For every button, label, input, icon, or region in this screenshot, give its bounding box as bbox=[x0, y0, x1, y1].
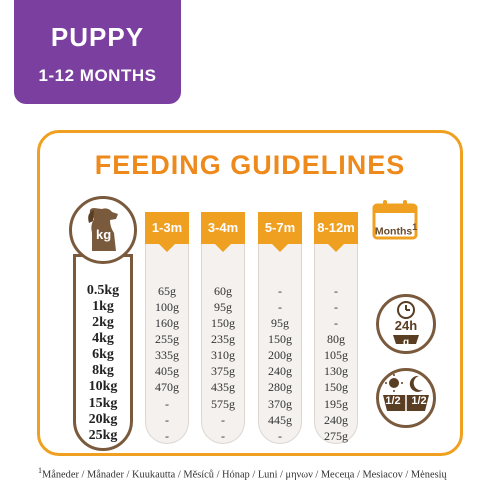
feeding-amount: - bbox=[334, 316, 338, 330]
column-notch bbox=[213, 242, 233, 252]
feeding-amount: - bbox=[221, 429, 225, 443]
weight-value: 1kg bbox=[92, 299, 114, 314]
column-body bbox=[314, 244, 358, 444]
column-body bbox=[145, 244, 189, 444]
column-notch bbox=[157, 242, 177, 252]
column-body bbox=[258, 244, 302, 444]
calendar-icon bbox=[372, 200, 418, 240]
column-header bbox=[258, 212, 302, 244]
badge-subtitle: 1-12 MONTHS bbox=[38, 66, 157, 85]
feeding-amount: 275g bbox=[324, 429, 348, 443]
feeding-amount: 195g bbox=[324, 397, 348, 411]
column-header bbox=[314, 212, 358, 244]
feeding-amount: 235g bbox=[211, 332, 235, 346]
feeding-amount: 100g bbox=[155, 300, 179, 314]
column-body bbox=[201, 244, 245, 444]
feeding-amount: 470g bbox=[155, 380, 179, 394]
feeding-amount: 370g bbox=[268, 397, 292, 411]
feeding-amount: - bbox=[221, 413, 225, 427]
daily-unit: g bbox=[402, 337, 410, 348]
daily-circle bbox=[376, 294, 436, 354]
daily-hours: 24h bbox=[394, 318, 418, 333]
puppy-badge: PUPPY 1-12 MONTHS bbox=[14, 0, 181, 104]
column-notch bbox=[270, 242, 290, 252]
feeding-amount: 95g bbox=[271, 316, 289, 330]
footer-text: Måneder / Månader / Kuukautta / Měsíců /… bbox=[42, 469, 447, 481]
feeding-amount: - bbox=[334, 284, 338, 298]
months-label: Months1 bbox=[374, 222, 418, 238]
feeding-amount: - bbox=[278, 429, 282, 443]
weight-value: 20kg bbox=[88, 412, 118, 427]
feeding-amount: - bbox=[165, 413, 169, 427]
feeding-amount: 80g bbox=[327, 332, 345, 346]
badge-title: PUPPY bbox=[50, 22, 145, 52]
split-circle bbox=[376, 368, 436, 428]
weight-value: 10kg bbox=[88, 379, 118, 394]
column-header bbox=[145, 212, 189, 244]
months-footnote-mark: 1 bbox=[412, 222, 418, 232]
dog-icon bbox=[88, 208, 118, 251]
feeding-amount: 150g bbox=[324, 380, 348, 394]
weight-value: 4kg bbox=[92, 331, 114, 346]
feeding-amount: - bbox=[334, 300, 338, 314]
dog-icon-circle: kg bbox=[69, 196, 137, 264]
feeding-amount: 105g bbox=[324, 348, 348, 362]
feeding-amount: 435g bbox=[211, 380, 235, 394]
feeding-amount: - bbox=[165, 429, 169, 443]
feeding-amount: 65g bbox=[158, 284, 176, 298]
column-label: 3-4m bbox=[207, 220, 239, 235]
feeding-amount: 280g bbox=[268, 380, 292, 394]
guidelines-frame bbox=[37, 130, 463, 456]
feeding-amount: - bbox=[278, 300, 282, 314]
feeding-amount: 240g bbox=[268, 364, 292, 378]
feeding-amount: 310g bbox=[211, 348, 235, 362]
dog-kg-label: kg bbox=[96, 227, 112, 242]
feeding-amount: 60g bbox=[214, 284, 232, 298]
weight-value: 6kg bbox=[92, 347, 114, 362]
weight-value: 2kg bbox=[92, 315, 114, 330]
weight-value: 15kg bbox=[88, 396, 118, 411]
sun-moon-icon bbox=[383, 374, 429, 413]
split-right: 1/2 bbox=[411, 395, 427, 407]
months-text: Months bbox=[374, 225, 413, 238]
feeding-amount: 160g bbox=[155, 316, 179, 330]
footer-mark: 1 bbox=[38, 466, 42, 475]
feeding-amount: 150g bbox=[268, 332, 292, 346]
column-header bbox=[201, 212, 245, 244]
weight-value: 0.5kg bbox=[86, 283, 120, 298]
page-title: FEEDING GUIDELINES bbox=[94, 150, 406, 180]
column-notch bbox=[326, 242, 346, 252]
feeding-amount: 95g bbox=[214, 300, 232, 314]
feeding-amount: 575g bbox=[211, 397, 235, 411]
feeding-amount: - bbox=[278, 284, 282, 298]
clock-icon bbox=[393, 301, 419, 344]
footer-note: 1Måneder / Månader / Kuukautta / Měsíců … bbox=[38, 466, 490, 480]
weight-value: 25kg bbox=[88, 428, 118, 443]
feeding-amount: 405g bbox=[155, 364, 179, 378]
feeding-amount: 375g bbox=[211, 364, 235, 378]
feeding-amount: 240g bbox=[324, 413, 348, 427]
column-label: 8-12m bbox=[317, 220, 355, 235]
feeding-amount: 200g bbox=[268, 348, 292, 362]
feeding-amount: 445g bbox=[268, 413, 292, 427]
split-left: 1/2 bbox=[385, 395, 401, 407]
feeding-amount: 255g bbox=[155, 332, 179, 346]
weight-value: 8kg bbox=[92, 363, 114, 378]
column-label: 5-7m bbox=[264, 220, 296, 235]
column-label: 1-3m bbox=[151, 220, 183, 235]
feeding-amount: - bbox=[165, 397, 169, 411]
feeding-amount: 335g bbox=[155, 348, 179, 362]
feeding-amount: 130g bbox=[324, 364, 348, 378]
feeding-amount: 150g bbox=[211, 316, 235, 330]
